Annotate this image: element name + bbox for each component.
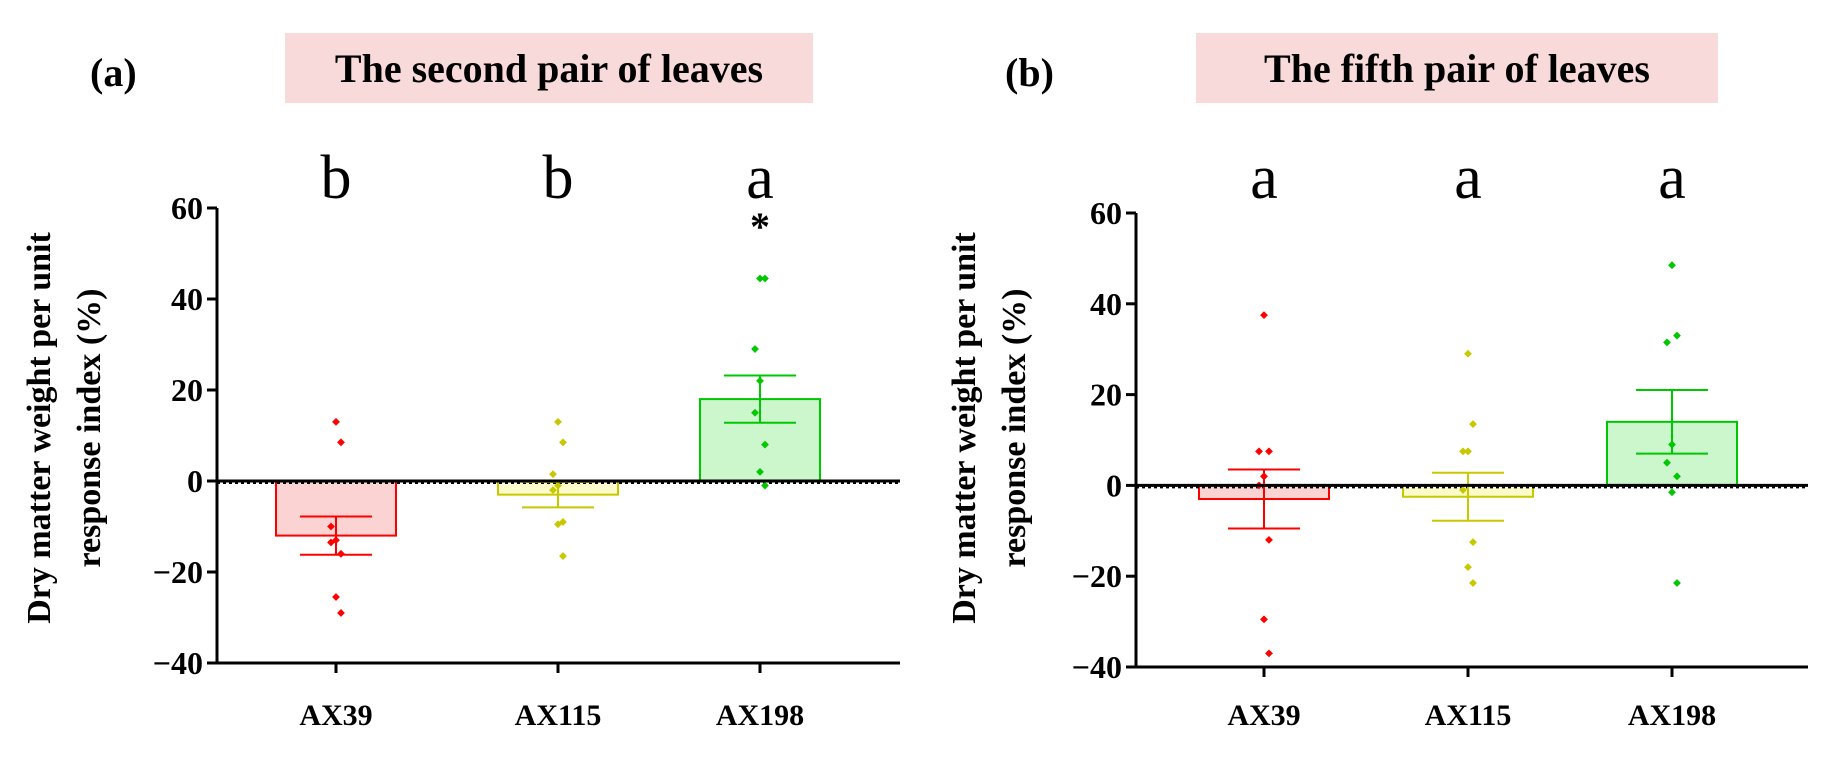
panel-b-significance-letter-1: a	[1454, 144, 1482, 212]
panel-b-point-2-7	[1673, 579, 1681, 587]
panel-a-point-2-0	[756, 274, 764, 283]
panel-a-point-0-7	[337, 609, 345, 617]
panel-a-point-2-3	[756, 376, 764, 385]
panel-a-point-1-3	[554, 481, 562, 490]
panel-a-category-label-1: AX115	[515, 699, 602, 732]
panel-a-ytick-label-2: 20	[171, 372, 203, 408]
panel-a-significance-letter-0: b	[321, 144, 352, 212]
panel-a-point-1-2	[549, 470, 557, 479]
panel-b-title-bg	[1196, 33, 1718, 103]
panel-b-category-label-0: AX39	[1227, 699, 1300, 732]
panel-b-point-2-5	[1673, 472, 1681, 481]
panel-a-point-1-6	[554, 520, 562, 529]
panel-b-point-0-6	[1260, 615, 1268, 624]
panel-a-point-1-4	[549, 486, 557, 495]
panel-a-ytick-label-3: 0	[187, 463, 203, 499]
panel-a-ytick-label-0: 60	[171, 190, 203, 226]
panel-b-significance-letter-0: a	[1250, 144, 1278, 212]
panel-b-point-0-7	[1265, 649, 1273, 658]
panel-b-ylabel-line1: Dry matter weight per unit	[946, 232, 983, 624]
panel-b-point-2-4	[1663, 458, 1671, 467]
panel-b-tag: (b)	[1005, 50, 1054, 95]
panel-b-point-2-6	[1668, 488, 1676, 497]
panel-a-significance-star-2: *	[750, 204, 770, 249]
panel-a-point-2-7	[761, 481, 769, 490]
panel-a-point-0-3	[332, 536, 340, 545]
panel-b-ytick-label-3: 0	[1106, 467, 1122, 503]
panel-b-category-label-2: AX198	[1628, 699, 1716, 732]
panel-a-ylabel-line2: response index (%)	[71, 289, 108, 568]
panel-b-category-label-1: AX115	[1425, 699, 1512, 732]
panel-a-point-0-0	[332, 417, 340, 426]
panel-a-point-2-2	[751, 345, 759, 353]
panel-b-point-1-1	[1469, 420, 1477, 429]
panel-b-point-2-2	[1663, 338, 1671, 347]
panel-a-tag: (a)	[90, 50, 137, 95]
panel-a-point-0-4	[327, 538, 335, 547]
panel-b-significance-letter-2: a	[1658, 144, 1686, 212]
panel-b-plot: 60 40 20 0 −20 −40 AX39 a AX115 a AX198 a	[1072, 144, 1808, 732]
panel-a-point-1-7	[559, 552, 567, 560]
panel-a-point-0-6	[332, 593, 340, 601]
panel-b-ytick-label-4: −20	[1072, 558, 1122, 594]
panel-b-point-0-3	[1260, 472, 1268, 481]
panel-b-point-1-4	[1459, 486, 1467, 494]
panel-a-point-1-5	[559, 518, 567, 526]
panel-b-ylabel-line2: response index (%)	[996, 289, 1033, 568]
panel-a-ytick-label-4: −20	[153, 554, 203, 590]
panel-b-point-0-2	[1255, 447, 1263, 456]
panel-b-point-2-1	[1673, 331, 1681, 340]
panel-a-plot: 60 40 20 0 −20 −40 AX39 b AX115 b AX198 a*	[153, 144, 900, 732]
panel-a-point-0-2	[327, 522, 335, 531]
panel-a-point-2-4	[751, 408, 759, 417]
panel-b-point-2-0	[1668, 261, 1676, 270]
panel-b-point-1-6	[1464, 563, 1472, 572]
panel-a-point-1-0	[554, 417, 562, 426]
panel-b-ytick-label-1: 40	[1090, 286, 1122, 322]
panel-a-ylabel-line1: Dry matter weight per unit	[21, 232, 58, 624]
panel-b-point-0-5	[1265, 535, 1273, 544]
panel-a-ytick-label-1: 40	[171, 281, 203, 317]
panel-a-significance-letter-2: a	[746, 144, 774, 212]
panel-b-point-0-0	[1260, 311, 1268, 320]
panel-b-point-1-3	[1464, 447, 1472, 456]
panel-b-ytick-label-5: −40	[1072, 649, 1122, 685]
panel-b-point-2-3	[1668, 440, 1676, 449]
panel-a-point-0-1	[337, 438, 345, 447]
panel-a-title: The second pair of leaves	[335, 46, 763, 91]
panel-a-title-bg	[285, 33, 813, 103]
panel-b-point-0-1	[1265, 447, 1273, 456]
panel-a-category-label-0: AX39	[299, 699, 372, 732]
panel-b-ytick-label-0: 60	[1090, 195, 1122, 231]
panel-a-point-0-5	[337, 549, 345, 558]
panel-b-point-1-7	[1469, 579, 1477, 587]
panel-a-ytick-label-5: −40	[153, 645, 203, 681]
panel-a-point-2-5	[761, 440, 769, 449]
panel-b-ytick-label-2: 20	[1090, 377, 1122, 413]
panel-a-category-label-2: AX198	[716, 699, 804, 732]
panel-a-significance-letter-1: b	[543, 144, 574, 212]
panel-b-point-1-5	[1469, 538, 1477, 547]
panel-a-point-1-1	[559, 438, 567, 447]
panel-a-point-2-1	[761, 274, 769, 283]
panel-a-point-2-6	[756, 467, 764, 476]
panel-b-point-1-2	[1459, 447, 1467, 456]
panel-b-title: The fifth pair of leaves	[1264, 46, 1650, 91]
panel-b-point-1-0	[1464, 349, 1472, 358]
